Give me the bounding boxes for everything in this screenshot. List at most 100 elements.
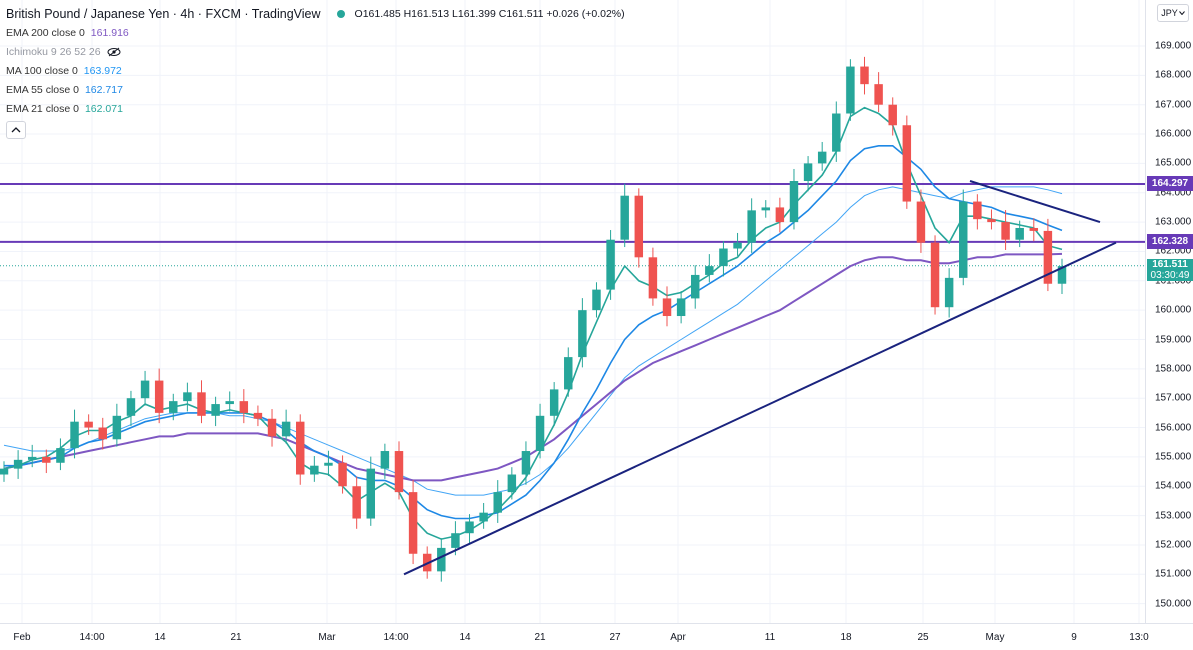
indicator-legend-item[interactable]: EMA 55 close 0 162.717 (6, 82, 625, 98)
x-tick-label: 13:0 (1129, 632, 1149, 643)
x-tick-label: 14:00 (79, 632, 105, 643)
candle-body (197, 392, 206, 416)
candle-body (13, 459, 23, 469)
collapse-legend-button[interactable] (6, 121, 26, 139)
candle-body (465, 521, 474, 534)
price-axis[interactable] (1145, 0, 1193, 623)
ema21-line (3, 106, 1063, 540)
y-tick-label: 150.000 (1155, 598, 1192, 610)
candle-body (578, 310, 587, 358)
x-tick-label: 14 (154, 632, 166, 643)
level-price-tag: 164.297 (1147, 176, 1193, 192)
candle-body (733, 242, 742, 249)
indicator-value: 163.972 (83, 65, 122, 77)
y-tick-label: 158.000 (1155, 363, 1192, 375)
candle-body (380, 451, 390, 469)
candle-body (493, 492, 502, 513)
indicator-name: Ichimoku 9 26 52 26 (6, 46, 101, 58)
y-tick-label: 163.000 (1155, 216, 1192, 228)
ema200-line (3, 252, 1063, 482)
x-tick-label: Mar (318, 632, 336, 643)
indicator-value: 162.717 (84, 84, 123, 96)
candle-body (408, 492, 418, 554)
ohlc-values: O161.485 H161.513 L161.399 C161.511 +0.0… (354, 8, 625, 20)
indicator-legend-item[interactable]: EMA 21 close 0 162.071 (6, 101, 625, 117)
candle-body (944, 277, 954, 308)
x-tick-label: 11 (764, 632, 776, 643)
candle-body (225, 401, 234, 405)
candle-body (98, 427, 107, 440)
candle-body (27, 456, 37, 460)
candle-body (126, 398, 136, 416)
candle-body (267, 418, 277, 437)
candle-body (507, 474, 517, 493)
hidden-eye-icon[interactable] (107, 47, 121, 57)
chart-header: British Pound / Japanese Yen · 4h · FXCM… (6, 6, 625, 139)
indicator-legend-item[interactable]: Ichimoku 9 26 52 26 (6, 44, 625, 60)
candle-body (154, 380, 164, 413)
currency-select[interactable]: JPY (1157, 4, 1189, 22)
y-tick-label: 169.000 (1155, 40, 1192, 52)
y-tick-label: 162.000 (1155, 245, 1192, 257)
indicator-name: EMA 200 close 0 (6, 27, 85, 39)
candle-body (70, 421, 79, 449)
candle-body (366, 468, 376, 519)
candle-body (84, 421, 93, 428)
support-trendline (403, 241, 1117, 576)
candle-body (296, 421, 305, 475)
candle-body (860, 66, 869, 85)
indicator-legend-item[interactable]: EMA 200 close 0 161.916 (6, 25, 625, 41)
candle-body (662, 298, 672, 317)
candle-body (281, 421, 291, 437)
candle-body (973, 201, 982, 220)
candle-body (169, 401, 178, 413)
y-tick-label: 157.000 (1155, 392, 1192, 404)
y-tick-label: 154.000 (1155, 480, 1192, 492)
current-price-value: 161.511 (1152, 258, 1188, 270)
candle-body (888, 104, 897, 126)
candle-body (1057, 266, 1067, 284)
y-tick-label: 159.000 (1155, 334, 1192, 345)
candle-body (479, 512, 488, 522)
x-tick-label: 25 (917, 632, 929, 643)
y-tick-label: 161.000 (1155, 275, 1192, 287)
currency-label: JPY (1161, 8, 1178, 18)
time-axis[interactable] (0, 623, 1193, 650)
candle-body (239, 401, 249, 413)
candle-body (690, 274, 700, 299)
candle-body (1029, 227, 1039, 231)
x-tick-label: 27 (609, 632, 621, 643)
price-chart[interactable] (0, 0, 1145, 623)
candle-body (140, 380, 150, 399)
symbol-title[interactable]: British Pound / Japanese Yen · 4h · FXCM… (6, 7, 321, 21)
y-tick-label: 153.000 (1155, 510, 1192, 522)
indicator-name: EMA 55 close 0 (6, 84, 79, 96)
candle-body (1001, 222, 1010, 240)
y-tick-label: 166.000 (1155, 128, 1192, 140)
candle-body (564, 357, 573, 390)
chevron-down-icon (1178, 11, 1185, 15)
x-tick-label: 14 (459, 632, 471, 643)
indicator-name: EMA 21 close 0 (6, 103, 79, 115)
y-tick-label: 165.000 (1155, 157, 1192, 169)
y-tick-label: 168.000 (1155, 69, 1192, 81)
indicator-value: 162.071 (84, 103, 123, 115)
resistance-trendline (969, 180, 1101, 224)
candle-body (42, 456, 51, 463)
indicator-name: MA 100 close 0 (6, 65, 78, 77)
indicator-legend-item[interactable]: MA 100 close 0 163.972 (6, 63, 625, 79)
y-tick-label: 152.000 (1155, 539, 1192, 551)
candle-body (930, 242, 940, 308)
y-tick-label: 167.000 (1155, 99, 1192, 111)
x-tick-label: Apr (670, 632, 686, 643)
candle-body (521, 451, 531, 475)
candle-body (959, 201, 968, 278)
candle-body (620, 195, 629, 240)
indicator-value: 161.916 (90, 27, 129, 39)
candle-body (592, 289, 601, 311)
candle-body (606, 239, 615, 290)
candle-body (437, 547, 446, 572)
y-tick-label: 151.000 (1155, 568, 1192, 580)
candle-body (719, 248, 728, 267)
candle-body (747, 210, 756, 243)
